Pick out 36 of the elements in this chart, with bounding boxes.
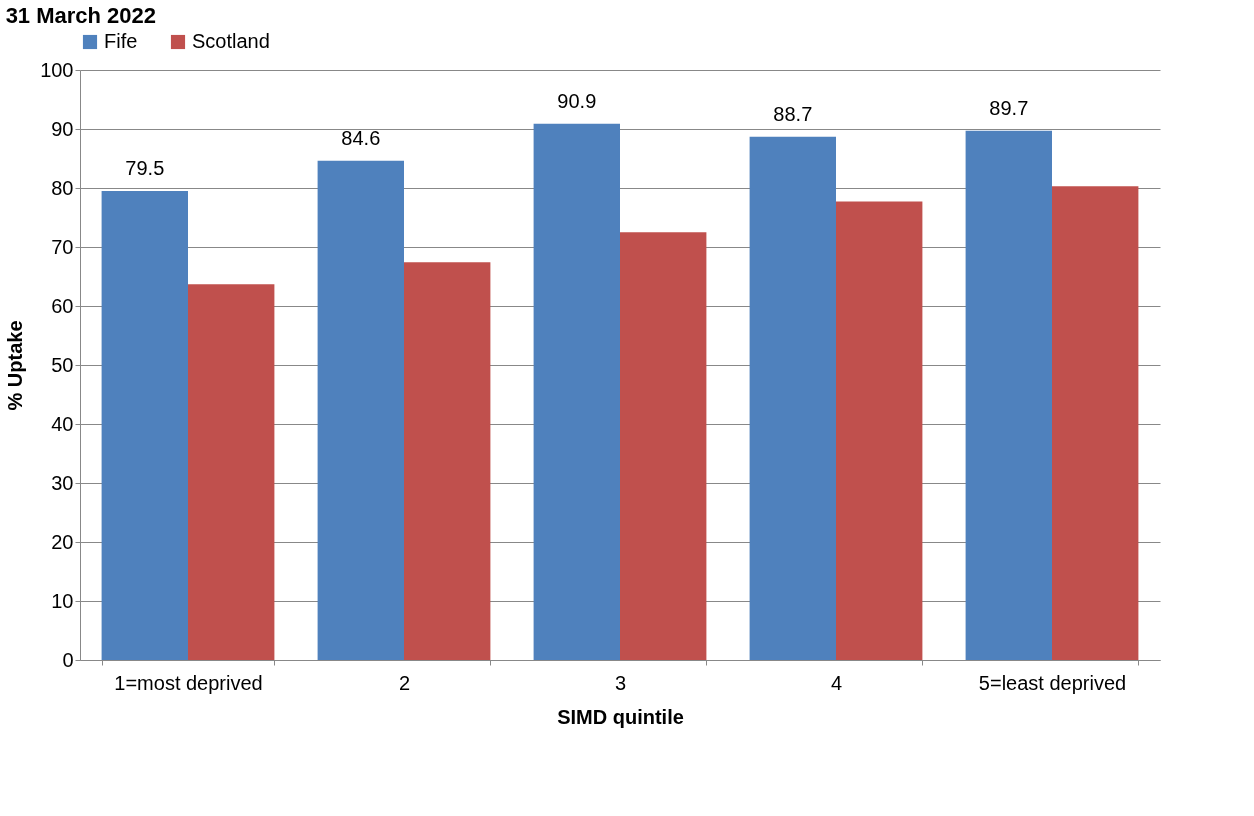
- x-tick-label: 5=least deprived: [978, 671, 1127, 694]
- legend-label: Fife: [104, 30, 138, 52]
- y-tick-label: 100: [40, 58, 74, 81]
- y-tick-label: 10: [51, 589, 74, 612]
- x-tick-label: 2: [398, 671, 411, 694]
- x-tick-label: 1=most deprived: [114, 671, 263, 694]
- y-tick-label: 30: [51, 471, 74, 494]
- data-label: 89.7: [989, 96, 1029, 119]
- chart-title: 31 March 2022: [5, 3, 157, 28]
- data-label: 88.7: [773, 102, 813, 125]
- data-label: 90.9: [557, 89, 597, 112]
- y-tick-label: 20: [51, 530, 74, 553]
- bar: [965, 130, 1052, 660]
- x-axis-title: SIMD quintile: [557, 705, 684, 728]
- y-tick-label: 60: [51, 294, 74, 317]
- bar: [533, 123, 620, 660]
- y-tick-label: 40: [51, 412, 74, 435]
- bar: [836, 201, 923, 660]
- y-tick-label: 80: [51, 176, 74, 199]
- bar: [620, 232, 707, 660]
- bar: [404, 262, 491, 660]
- y-tick-label: 70: [51, 235, 74, 258]
- data-label: 79.5: [125, 156, 165, 179]
- x-tick-label: 4: [830, 671, 843, 694]
- y-tick-label: 90: [51, 117, 74, 140]
- bar: [317, 160, 404, 660]
- bar: [101, 190, 188, 660]
- bar: [188, 284, 275, 660]
- y-axis-title: % Uptake: [4, 320, 27, 411]
- y-tick-label: 50: [51, 353, 74, 376]
- bar: [1052, 186, 1139, 660]
- legend-label: Scotland: [192, 30, 270, 52]
- bar: [749, 136, 836, 660]
- x-tick-label: 3: [614, 671, 627, 694]
- y-tick-label: 0: [62, 648, 74, 671]
- data-label: 84.6: [341, 126, 381, 149]
